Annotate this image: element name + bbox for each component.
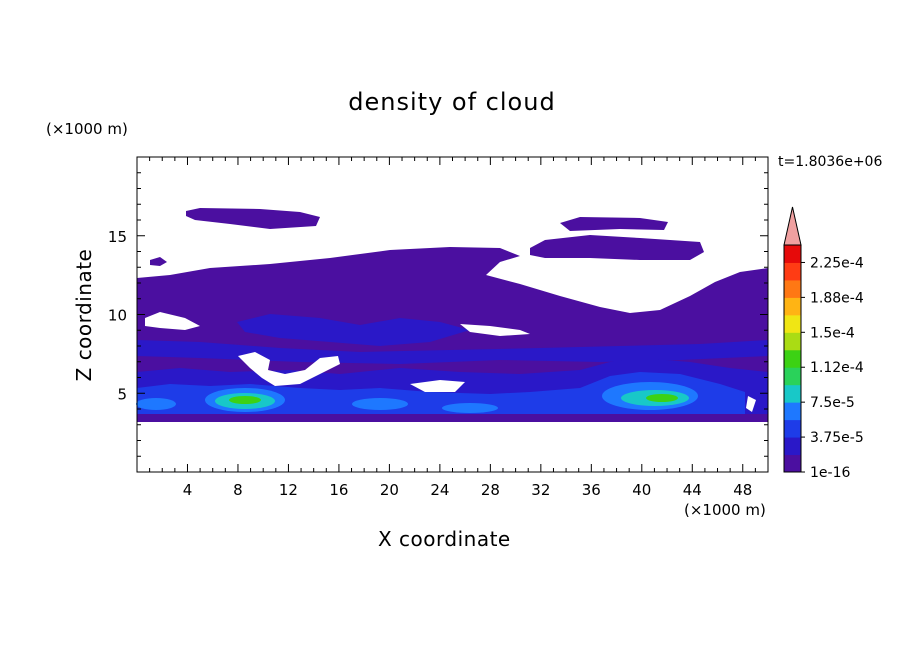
cloud-core [646,394,678,402]
colorbar-swatch [784,437,801,456]
x-tick-label: 16 [329,481,348,499]
colorbar-label: 1.5e-4 [810,325,855,341]
clear-air-gap [746,396,756,412]
timestamp-label: t=1.8036e+06 [778,154,883,170]
colorbar-swatch [784,297,801,316]
clear-air-gap [460,324,530,336]
x-tick-label: 24 [430,481,449,499]
x-tick-label: 32 [531,481,550,499]
colorbar-label: 7.5e-5 [810,395,855,411]
colorbar-swatch [784,245,801,263]
colorbar-swatch [784,402,801,421]
chart-title: density of cloud [348,88,556,116]
colorbar-label: 1.88e-4 [810,290,864,306]
x-tick-label: 8 [233,481,243,499]
colorbar-label: 3.75e-5 [810,430,864,446]
colorbar-label: 1.12e-4 [810,360,864,376]
x-tick-label: 36 [582,481,601,499]
y-tick-label: 5 [117,385,127,403]
y-tick-label: 10 [108,307,127,325]
colorbar-swatch [784,314,801,333]
x-axis-label: X coordinate [378,527,511,551]
dense-band [137,340,768,364]
cloud-core [352,398,408,410]
x-tick-label: 12 [279,481,298,499]
cloud-core [136,398,176,410]
top-cloud-patch [560,217,668,231]
colorbar-label: 1e-16 [810,465,850,481]
colorbar-swatch [784,262,801,281]
x-tick-label: 44 [683,481,702,499]
z-unit-label: (×1000 m) [46,120,128,138]
clear-air-gap [145,312,200,330]
colorbar-border [783,244,802,473]
y-tick-label: 15 [108,228,127,246]
colorbar-swatch [784,454,801,473]
y-axis: 5 10 15 [108,172,768,457]
colorbar-extend-arrow [783,206,802,246]
x-unit-label: (×1000 m) [684,501,766,519]
colorbar-swatch [784,384,801,403]
colorbar-swatch [784,279,801,298]
dense-band [237,314,470,346]
cloud-core [442,403,498,413]
top-cloud-patch [530,235,704,260]
x-tick-label: 40 [632,481,651,499]
colorbar-swatch [784,419,801,438]
cloud-density-field [136,208,768,422]
cloud-core [229,396,261,404]
colorbar-swatch [784,332,801,351]
colorbar: 1e-16 3.75e-5 7.5e-5 1.12e-4 1.5e-4 1.88e-4 2.… [783,206,864,481]
clear-air-gap [410,380,465,392]
colorbar-swatch [784,367,801,386]
colorbar-label: 2.25e-4 [810,255,864,271]
top-cloud-patch [150,257,167,266]
x-axis: 4 8 12 16 20 24 28 32 36 40 44 48 [149,157,756,499]
colorbar-swatch [784,349,801,368]
x-tick-label: 48 [733,481,752,499]
cloud-base [137,414,768,422]
x-tick-label: 28 [481,481,500,499]
x-tick-label: 4 [183,481,193,499]
top-cloud-patch [186,208,320,229]
x-tick-label: 20 [380,481,399,499]
lower-dense-band [137,372,745,414]
clear-air-gap [238,352,340,386]
